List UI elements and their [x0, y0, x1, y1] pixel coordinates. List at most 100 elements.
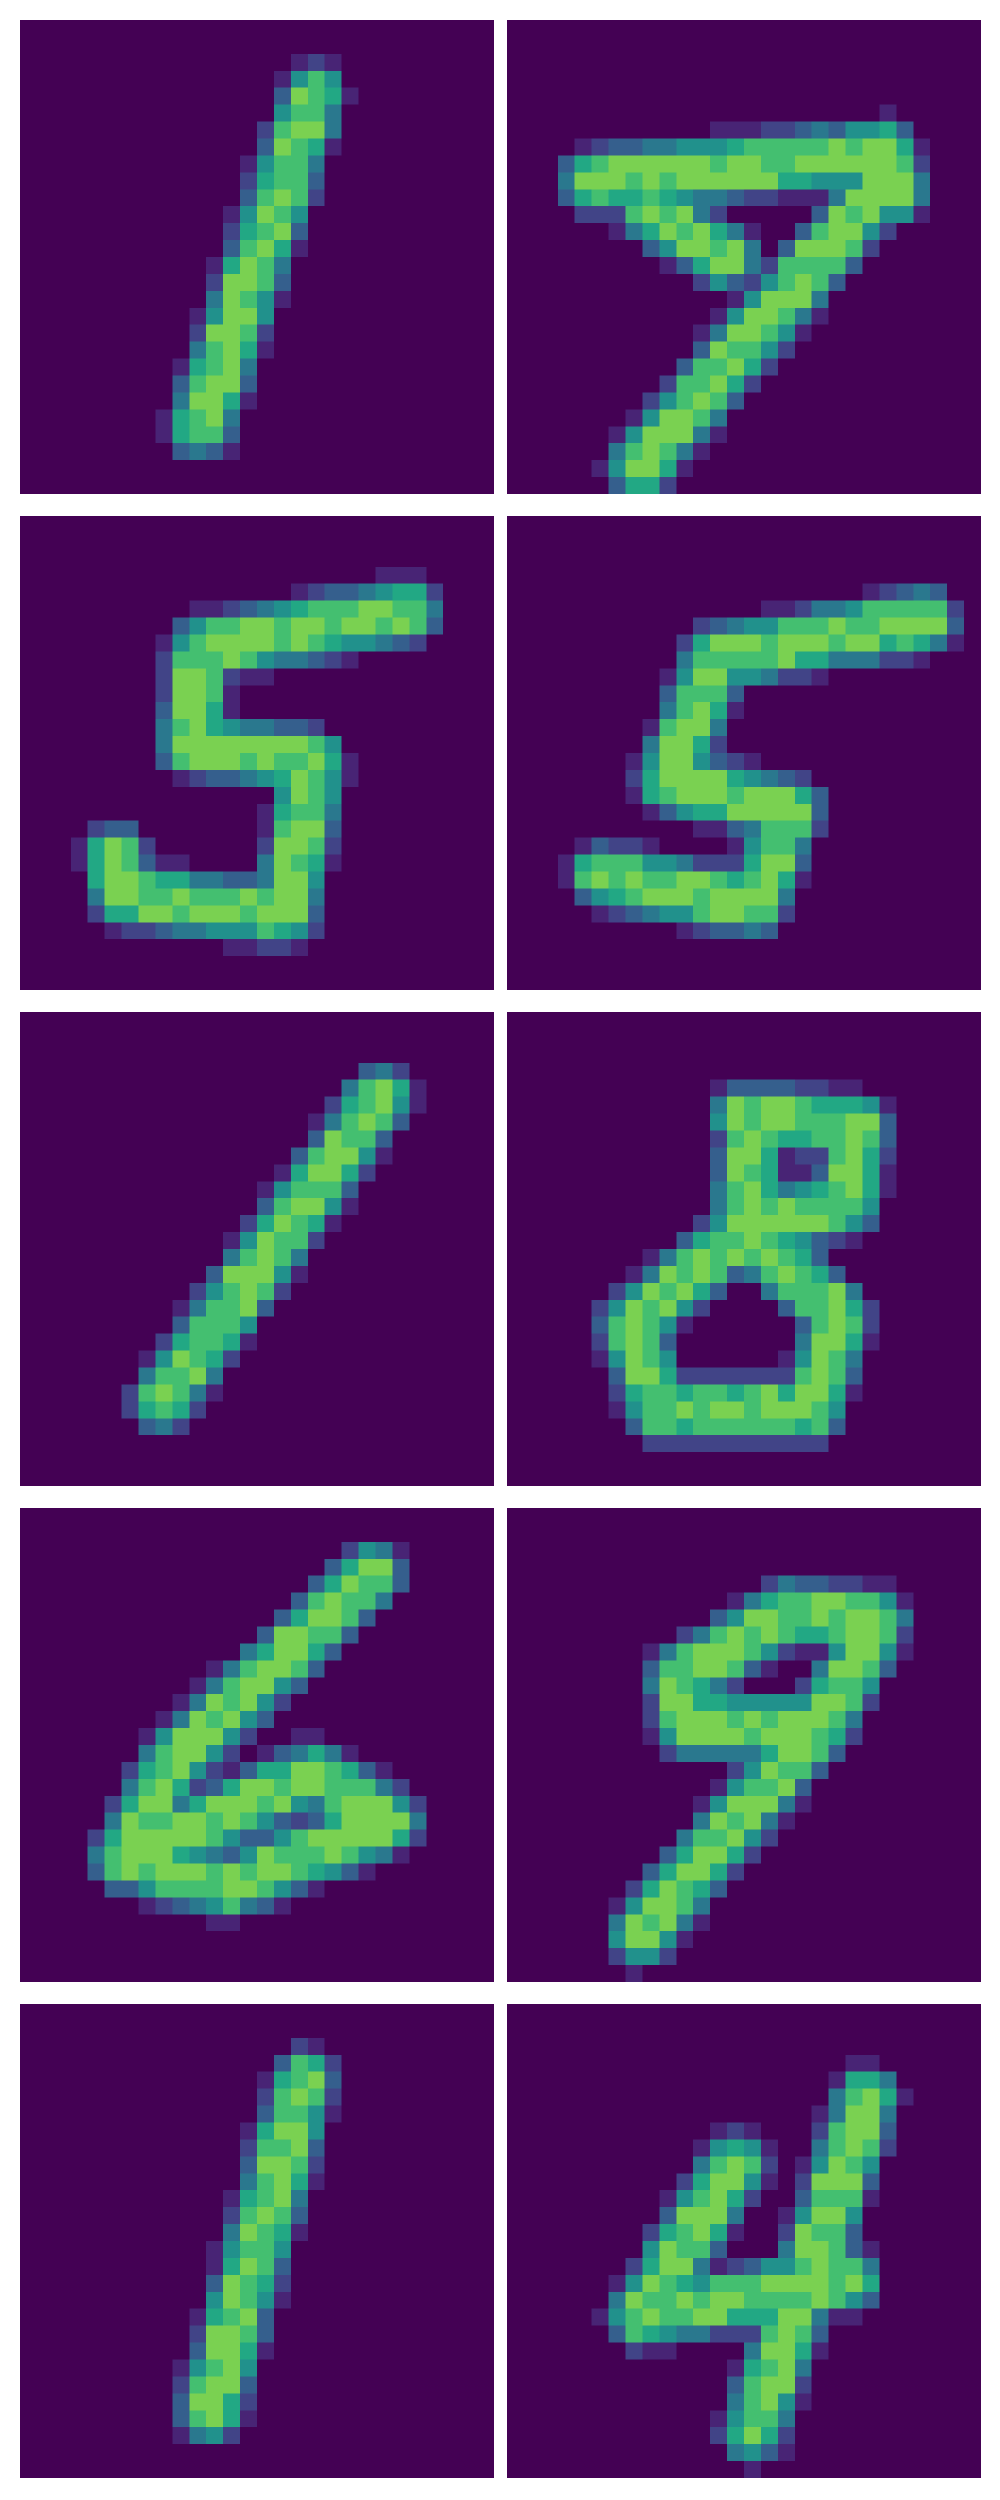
pixel	[257, 172, 274, 190]
pixel	[121, 871, 139, 889]
pixel	[727, 1096, 744, 1114]
pixel	[642, 1401, 660, 1419]
pixel	[172, 1418, 190, 1436]
pixel	[290, 2071, 308, 2089]
pixel	[727, 1795, 744, 1813]
pixel	[828, 1130, 846, 1148]
pixel	[625, 443, 643, 461]
pixel	[189, 1863, 207, 1881]
pixel	[676, 854, 694, 872]
pixel	[341, 1575, 359, 1593]
pixel	[845, 2088, 863, 2106]
pixel	[947, 634, 965, 652]
pixel	[307, 138, 325, 156]
pixel	[777, 634, 795, 652]
pixel	[240, 273, 257, 291]
pixel	[676, 138, 694, 156]
pixel	[223, 2325, 241, 2343]
pixel	[223, 1863, 241, 1881]
pixel	[290, 1198, 308, 1216]
pixel	[172, 2359, 190, 2377]
pixel	[794, 871, 812, 889]
pixel	[710, 634, 728, 652]
pixel	[608, 477, 626, 494]
pixel	[693, 324, 711, 342]
pixel	[257, 1761, 274, 1779]
pixel	[777, 668, 795, 686]
pixel	[206, 1846, 224, 1864]
pixel	[828, 1215, 846, 1233]
pixel	[811, 1147, 829, 1165]
pixel	[744, 2393, 761, 2411]
pixel	[794, 1694, 812, 1712]
pixel	[828, 617, 846, 635]
pixel	[324, 1096, 342, 1114]
pixel	[947, 600, 965, 618]
pixel	[324, 1643, 342, 1661]
pixel	[710, 2241, 728, 2258]
pixel	[121, 1795, 139, 1813]
pixel	[608, 460, 626, 478]
pixel	[625, 409, 643, 427]
pixel	[794, 2393, 812, 2411]
pixel	[744, 1812, 761, 1830]
pixel	[811, 600, 829, 618]
pixel	[257, 2173, 274, 2191]
pixel	[273, 2224, 291, 2241]
pixel	[273, 1609, 291, 1627]
pixel	[727, 2325, 744, 2343]
pixel	[608, 871, 626, 889]
pixel	[710, 223, 728, 241]
pixel	[794, 2156, 812, 2174]
pixel	[828, 2156, 846, 2174]
pixel	[642, 1711, 660, 1729]
pixel	[324, 1215, 342, 1233]
pixel	[744, 290, 761, 308]
pixel	[760, 2444, 778, 2462]
digit-tile-r3-c0	[20, 1508, 494, 1982]
pixel	[223, 2410, 241, 2428]
pixel	[375, 1541, 393, 1559]
pixel	[828, 1316, 846, 1334]
pixel	[290, 837, 308, 855]
pixel	[273, 1215, 291, 1233]
pixel	[223, 2427, 241, 2445]
pixel	[727, 1113, 744, 1131]
pixel	[591, 1350, 609, 1368]
pixel	[794, 1711, 812, 1729]
pixel	[223, 290, 241, 308]
pixel	[625, 1931, 643, 1949]
pixel	[172, 1761, 190, 1779]
pixel	[257, 1198, 274, 1216]
pixel	[760, 1249, 778, 1266]
digit-image-4	[591, 2054, 914, 2478]
pixel	[189, 1316, 207, 1334]
pixel	[642, 392, 660, 410]
pixel	[223, 2393, 241, 2411]
pixel	[87, 1863, 105, 1881]
pixel	[760, 1728, 778, 1745]
pixel	[693, 2139, 711, 2157]
pixel	[290, 1147, 308, 1165]
pixel	[760, 854, 778, 872]
pixel	[794, 240, 812, 257]
pixel	[947, 617, 965, 635]
pixel	[744, 1079, 761, 1097]
pixel	[189, 634, 207, 652]
pixel	[744, 2342, 761, 2360]
pixel	[324, 1147, 342, 1165]
pixel	[223, 871, 241, 889]
pixel	[138, 888, 156, 906]
pixel	[659, 477, 677, 494]
pixel	[760, 905, 778, 923]
pixel	[223, 375, 241, 393]
pixel	[324, 1198, 342, 1216]
pixel	[727, 2291, 744, 2309]
pixel	[273, 2190, 291, 2208]
pixel	[189, 600, 207, 618]
pixel	[794, 1147, 812, 1165]
pixel	[138, 1829, 156, 1847]
pixel	[273, 2088, 291, 2106]
pixel	[794, 600, 812, 618]
pixel	[189, 1282, 207, 1300]
